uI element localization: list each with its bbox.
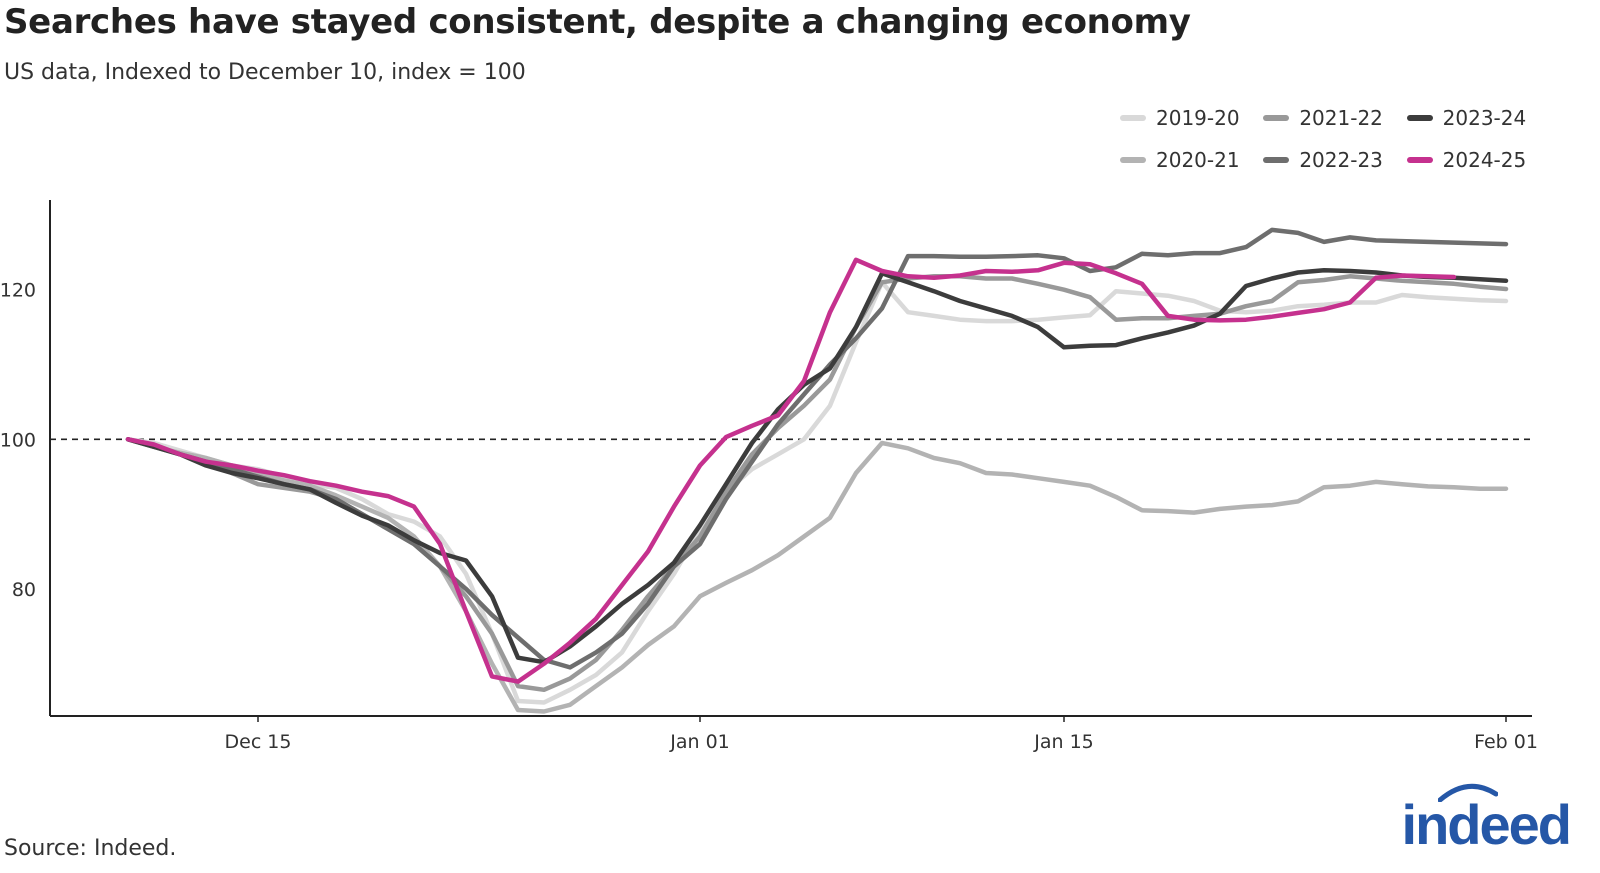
series-line-2021-22 — [125, 274, 1509, 693]
x-tick-label: Dec 15 — [225, 731, 292, 753]
legend-swatch — [1263, 115, 1290, 121]
indeed-logo[interactable]: indeed — [1401, 793, 1572, 856]
legend-label: 2023-24 — [1442, 106, 1527, 130]
legend-label: 2019-20 — [1156, 106, 1240, 130]
series-layer — [125, 227, 1509, 714]
legend-item-2021-22: 2021-22 — [1263, 106, 1396, 130]
chart-title: Searches have stayed consistent, despite… — [4, 2, 1191, 42]
y-tick-label: 100 — [0, 429, 36, 451]
logo-arc-icon — [1438, 783, 1498, 802]
y-tick-label: 120 — [0, 280, 36, 302]
source-note: Source: Indeed. — [4, 836, 177, 861]
legend-swatch — [1120, 115, 1146, 121]
legend-swatch — [1263, 157, 1290, 163]
legend-label: 2021-22 — [1299, 106, 1383, 130]
series-line-2024-25 — [125, 257, 1457, 684]
legend-item-2024-25: 2024-25 — [1406, 148, 1540, 172]
legend: 2019-20 2021-22 2023-24 2020-21 2022-23 2024-… — [1120, 106, 1540, 172]
x-tick-label: Jan 01 — [669, 731, 730, 753]
axes: 80 100 120 Dec 15 Jan 01 Jan 15 Feb 01 — [0, 200, 1538, 753]
series-line-2023-24 — [125, 268, 1509, 665]
series-line-2020-21 — [125, 437, 1509, 714]
legend-label: 2020-21 — [1156, 148, 1240, 172]
chart-subtitle: US data, Indexed to December 10, index =… — [4, 60, 526, 85]
legend-swatch — [1406, 115, 1433, 121]
legend-item-2022-23: 2022-23 — [1263, 148, 1396, 172]
legend-label: 2024-25 — [1442, 148, 1527, 172]
legend-item-2023-24: 2023-24 — [1406, 106, 1540, 130]
legend-label: 2022-23 — [1299, 148, 1383, 172]
y-tick-label: 80 — [12, 579, 36, 601]
series-line-2019-20 — [125, 280, 1509, 705]
legend-swatch — [1406, 157, 1433, 163]
x-tick-label: Jan 15 — [1033, 731, 1094, 753]
series-line-2022-23 — [125, 227, 1509, 670]
legend-item-2020-21: 2020-21 — [1120, 148, 1253, 172]
legend-item-2019-20: 2019-20 — [1120, 106, 1253, 130]
x-tick-label: Feb 01 — [1474, 731, 1538, 753]
legend-swatch — [1120, 157, 1146, 163]
